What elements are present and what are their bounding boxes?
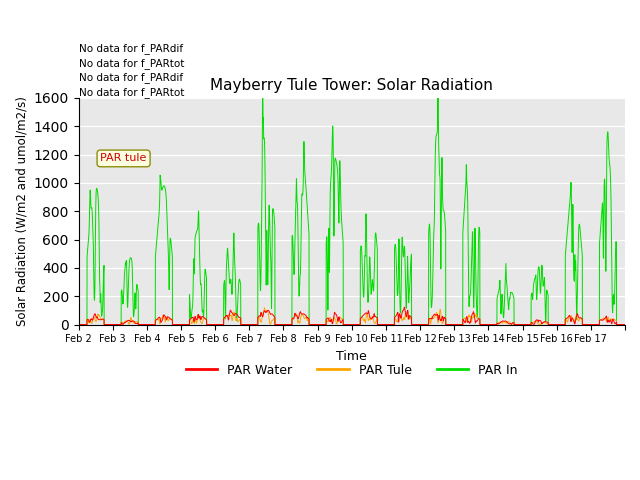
PAR In <box>401 273 409 278</box>
PAR In <box>502 266 509 272</box>
PAR Tule <box>401 311 409 317</box>
PAR Water <box>621 322 629 327</box>
PAR Tule <box>502 320 509 325</box>
PAR Water <box>529 321 536 326</box>
Text: No data for f_PARdif: No data for f_PARdif <box>79 43 182 54</box>
PAR Tule <box>260 305 268 311</box>
PAR Water <box>502 318 509 324</box>
Y-axis label: Solar Radiation (W/m2 and umol/m2/s): Solar Radiation (W/m2 and umol/m2/s) <box>15 96 28 326</box>
PAR Water <box>543 319 550 325</box>
X-axis label: Time: Time <box>337 350 367 363</box>
PAR Water <box>401 304 408 310</box>
PAR In <box>188 309 196 314</box>
Text: No data for f_PARtot: No data for f_PARtot <box>79 58 184 69</box>
PAR Water <box>188 315 196 321</box>
PAR Tule <box>188 321 196 326</box>
Line: PAR Water: PAR Water <box>79 307 625 324</box>
PAR Tule <box>543 321 550 326</box>
PAR Water <box>401 309 409 315</box>
PAR In <box>621 322 629 327</box>
PAR In <box>372 232 380 238</box>
PAR Tule <box>621 322 629 327</box>
PAR In <box>543 288 550 294</box>
PAR In <box>75 322 83 327</box>
Title: Mayberry Tule Tower: Solar Radiation: Mayberry Tule Tower: Solar Radiation <box>211 78 493 93</box>
PAR In <box>259 66 266 72</box>
PAR Tule <box>529 319 536 325</box>
Legend: PAR Water, PAR Tule, PAR In: PAR Water, PAR Tule, PAR In <box>181 359 522 382</box>
PAR Water <box>75 322 83 327</box>
PAR In <box>529 296 536 301</box>
PAR Tule <box>75 322 83 327</box>
PAR Water <box>372 314 380 320</box>
PAR Tule <box>372 319 380 324</box>
Text: PAR tule: PAR tule <box>100 154 147 163</box>
Text: No data for f_PARdif: No data for f_PARdif <box>79 72 182 83</box>
Line: PAR Tule: PAR Tule <box>79 308 625 324</box>
Line: PAR In: PAR In <box>79 69 625 324</box>
Text: No data for f_PARtot: No data for f_PARtot <box>79 87 184 98</box>
